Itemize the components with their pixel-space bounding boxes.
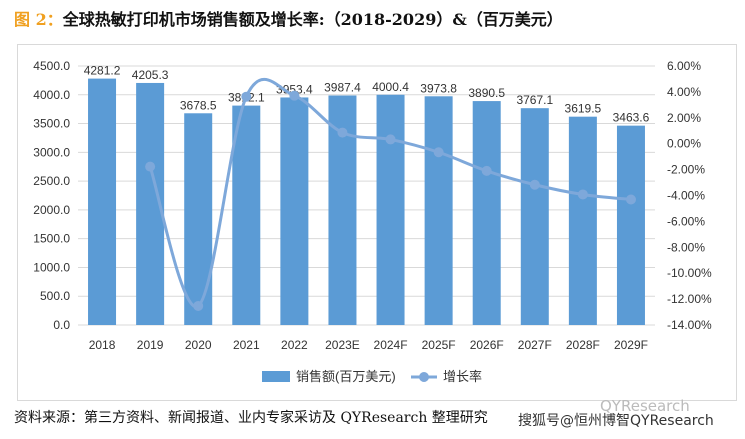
- bar: [616, 125, 645, 326]
- x-tick-label: 2029F: [614, 338, 648, 352]
- data-label: 3619.5: [565, 102, 602, 116]
- x-tick-label: 2018: [89, 338, 116, 352]
- bar: [424, 96, 453, 325]
- x-tick-label: 2025F: [422, 338, 456, 352]
- x-tick-label: 2021: [233, 338, 260, 352]
- watermark-top: QYResearch: [600, 397, 690, 415]
- growth-point: [385, 134, 396, 145]
- title-text: 全球热敏打印机市场销售额及增长率:（2018-2029）&（百万美元）: [62, 10, 563, 29]
- figure-label: 图 2：: [14, 10, 63, 29]
- source-note: 资料来源：第三方资料、新闻报道、业内专家采访及 QYResearch 整理研究: [14, 410, 488, 426]
- bar: [472, 101, 501, 325]
- growth-point: [289, 90, 300, 101]
- bar: [376, 94, 405, 325]
- x-tick-label: 2023E: [325, 338, 360, 352]
- chart-frame: [17, 44, 737, 401]
- y-tick-label: 1500.0: [33, 232, 70, 246]
- y2-tick-label: 4.00%: [667, 85, 701, 99]
- y-tick-label: 0.0: [53, 318, 70, 332]
- y2-tick-label: 0.00%: [667, 137, 701, 151]
- y-tick-label: 3500.0: [33, 117, 70, 131]
- growth-point: [625, 194, 636, 205]
- x-tick-label: 2026F: [470, 338, 504, 352]
- y-tick-label: 500.0: [40, 289, 70, 303]
- data-label: 3890.5: [468, 86, 505, 100]
- legend-bar-label: 销售额(百万美元): [296, 369, 396, 384]
- data-label: 4205.3: [132, 68, 169, 82]
- data-label: 3973.8: [420, 81, 457, 95]
- bar: [232, 105, 261, 325]
- bar: [568, 116, 597, 325]
- growth-point: [193, 300, 204, 311]
- chart-title: 图 2：全球热敏打印机市场销售额及增长率:（2018-2029）&（百万美元）: [14, 6, 563, 30]
- y2-tick-label: -10.00%: [667, 266, 712, 280]
- data-label: 3987.4: [324, 81, 361, 95]
- data-label: 4000.4: [372, 80, 409, 94]
- watermark-bottom: 搜狐号@恒州博智QYResearch: [518, 413, 714, 429]
- y-tick-label: 2000.0: [33, 203, 70, 217]
- y2-tick-label: 2.00%: [667, 111, 701, 125]
- growth-point: [241, 91, 252, 102]
- y2-tick-label: -6.00%: [667, 214, 705, 228]
- y2-tick-label: -2.00%: [667, 163, 705, 177]
- y-tick-label: 1000.0: [33, 260, 70, 274]
- growth-point: [145, 161, 156, 172]
- data-label: 4281.2: [84, 64, 121, 78]
- y-tick-label: 3000.0: [33, 145, 70, 159]
- bar: [520, 108, 549, 325]
- bar: [280, 97, 309, 325]
- bar: [88, 78, 117, 325]
- x-tick-label: 2020: [185, 338, 212, 352]
- y2-tick-label: -8.00%: [667, 240, 705, 254]
- bar: [184, 113, 213, 325]
- x-tick-label: 2019: [137, 338, 164, 352]
- x-tick-label: 2028F: [566, 338, 600, 352]
- growth-point: [529, 179, 540, 190]
- y2-tick-label: 6.00%: [667, 59, 701, 73]
- growth-point: [337, 127, 348, 138]
- data-label: 3678.5: [180, 98, 217, 112]
- y-tick-label: 4500.0: [33, 59, 70, 73]
- x-tick-label: 2024F: [374, 338, 408, 352]
- growth-point: [577, 189, 588, 200]
- data-label: 3953.4: [276, 82, 313, 96]
- x-tick-label: 2027F: [518, 338, 552, 352]
- y-tick-label: 4000.0: [33, 88, 70, 102]
- legend-bar-swatch: [262, 371, 290, 382]
- y2-tick-label: -12.00%: [667, 292, 712, 306]
- legend-line-label: 增长率: [443, 369, 482, 384]
- y-tick-label: 2500.0: [33, 174, 70, 188]
- growth-point: [481, 165, 492, 176]
- y2-tick-label: -14.00%: [667, 318, 712, 332]
- legend-line-marker: [419, 372, 429, 382]
- x-tick-label: 2022: [281, 338, 308, 352]
- data-label: 3767.1: [516, 93, 553, 107]
- growth-point: [433, 147, 444, 158]
- y2-tick-label: -4.00%: [667, 189, 705, 203]
- data-label: 3463.6: [613, 111, 650, 125]
